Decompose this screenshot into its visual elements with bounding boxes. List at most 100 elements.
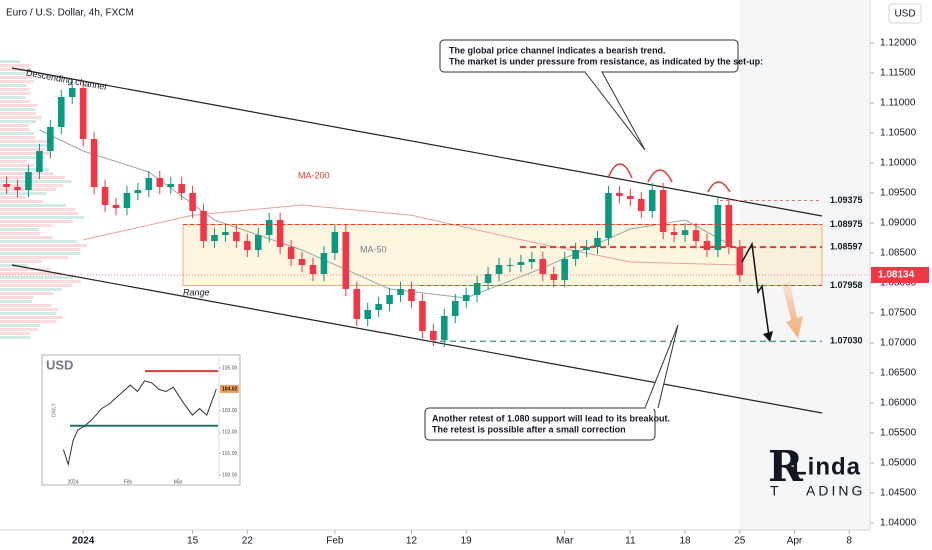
- candle-body: [233, 232, 240, 242]
- logo-top: Linda: [792, 453, 861, 480]
- candle-body: [364, 309, 371, 319]
- profile-bar: [0, 104, 38, 107]
- profile-bar: [0, 232, 41, 235]
- profile-bar: [0, 60, 20, 63]
- profile-bar: [0, 300, 32, 303]
- profile-bar: [0, 216, 84, 219]
- candle-body: [123, 193, 131, 209]
- profile-bar: [0, 76, 32, 79]
- x-tick-label: 25: [734, 536, 746, 547]
- profile-bar: [0, 176, 66, 179]
- profile-bar: [0, 84, 27, 87]
- x-tick-label: 22: [242, 536, 254, 547]
- candle-body: [572, 250, 579, 260]
- profile-bar: [0, 136, 36, 139]
- profile-bar: [0, 256, 69, 259]
- y-tick-label: 1.08500: [880, 248, 917, 259]
- profile-bar: [0, 64, 30, 67]
- profile-bar: [0, 192, 47, 195]
- x-tick-label: 12: [406, 536, 418, 547]
- profile-bar: [0, 332, 30, 335]
- candle-body: [670, 232, 678, 236]
- candle-body: [495, 265, 503, 274]
- x-tick-label: 19: [461, 536, 473, 547]
- candle-body: [638, 199, 645, 212]
- profile-bar: [0, 324, 40, 327]
- candle-body: [605, 193, 612, 239]
- candle-body: [419, 300, 426, 331]
- candle-body: [627, 196, 634, 200]
- candle-body: [397, 288, 404, 295]
- candle-body: [3, 184, 10, 188]
- profile-bar: [0, 148, 45, 151]
- axes: 1.12000 1.11500 1.11000 1.10500 1.10000 1.095…: [72, 38, 929, 547]
- candle-body: [714, 205, 722, 251]
- candle-body: [298, 259, 306, 265]
- profile-bar: [0, 304, 52, 307]
- candle-body: [342, 232, 350, 289]
- candle-body: [211, 235, 218, 242]
- logo-bottom: ADING: [806, 483, 865, 499]
- profile-bar: [0, 260, 43, 263]
- last-price-tag: [871, 266, 929, 283]
- candle-body: [692, 230, 700, 242]
- x-tick-label: Feb: [326, 536, 344, 547]
- last-price-label: 1.08134: [878, 270, 915, 281]
- profile-bar: [0, 320, 57, 323]
- profile-bar: [0, 288, 62, 291]
- currency-button[interactable]: [888, 3, 922, 24]
- profile-bar: [0, 140, 49, 143]
- candle-body: [386, 294, 393, 304]
- profile-bar: [0, 328, 38, 331]
- profile-bar: [0, 312, 57, 315]
- profile-bar: [0, 132, 35, 135]
- profile-bar: [0, 224, 52, 227]
- profile-bar: [0, 160, 27, 163]
- candle-body: [189, 193, 196, 212]
- y-tick-label: 1.06000: [880, 398, 917, 409]
- profile-bar: [0, 80, 35, 83]
- x-tick-label: 18: [679, 536, 691, 547]
- candle-body: [594, 238, 601, 248]
- callout-pointer: [584, 71, 646, 151]
- profile-bar: [0, 272, 62, 275]
- candle-body: [681, 230, 689, 236]
- level-label: 1.07958: [830, 280, 863, 290]
- inset-title: USD: [46, 357, 73, 372]
- profile-bar: [0, 112, 36, 115]
- candle-body: [25, 172, 32, 191]
- callout-text: The retest is possible after a small cor…: [432, 424, 626, 434]
- profile-bar: [0, 168, 49, 171]
- profile-bar: [0, 96, 26, 99]
- candle-body: [265, 220, 273, 236]
- candle-body: [451, 300, 459, 316]
- forecast-arrow-orange: [782, 282, 803, 338]
- level-label: 1.08597: [830, 242, 863, 252]
- profile-bar: [0, 244, 87, 247]
- profile-bar: [0, 156, 45, 159]
- inset-y-tick-label: 102.00: [222, 430, 238, 436]
- level-label: 1.09375: [830, 195, 863, 205]
- candle-body: [616, 193, 623, 197]
- profile-bar: [0, 208, 76, 211]
- candle-body: [725, 205, 733, 248]
- price-layer: [3, 79, 744, 348]
- profile-bar: [0, 276, 74, 279]
- currency-label[interactable]: USD: [894, 9, 915, 20]
- ma-label: MA-200: [298, 170, 330, 180]
- x-tick-label: 15: [187, 536, 199, 547]
- profile-bar: [0, 236, 53, 239]
- profile-bar: [0, 180, 72, 183]
- profile-bar: [0, 212, 79, 215]
- candle-body: [14, 187, 21, 191]
- future-area: [740, 0, 870, 530]
- candle-body: [79, 88, 87, 140]
- y-tick-label: 1.07000: [880, 338, 917, 349]
- profile-bar: [0, 88, 30, 91]
- inset-y-tick-label: 100.00: [222, 472, 238, 478]
- y-tick-label: 1.04500: [880, 488, 917, 499]
- inset-line: [62, 380, 217, 467]
- candle-body: [703, 241, 711, 251]
- candle-body: [68, 88, 76, 98]
